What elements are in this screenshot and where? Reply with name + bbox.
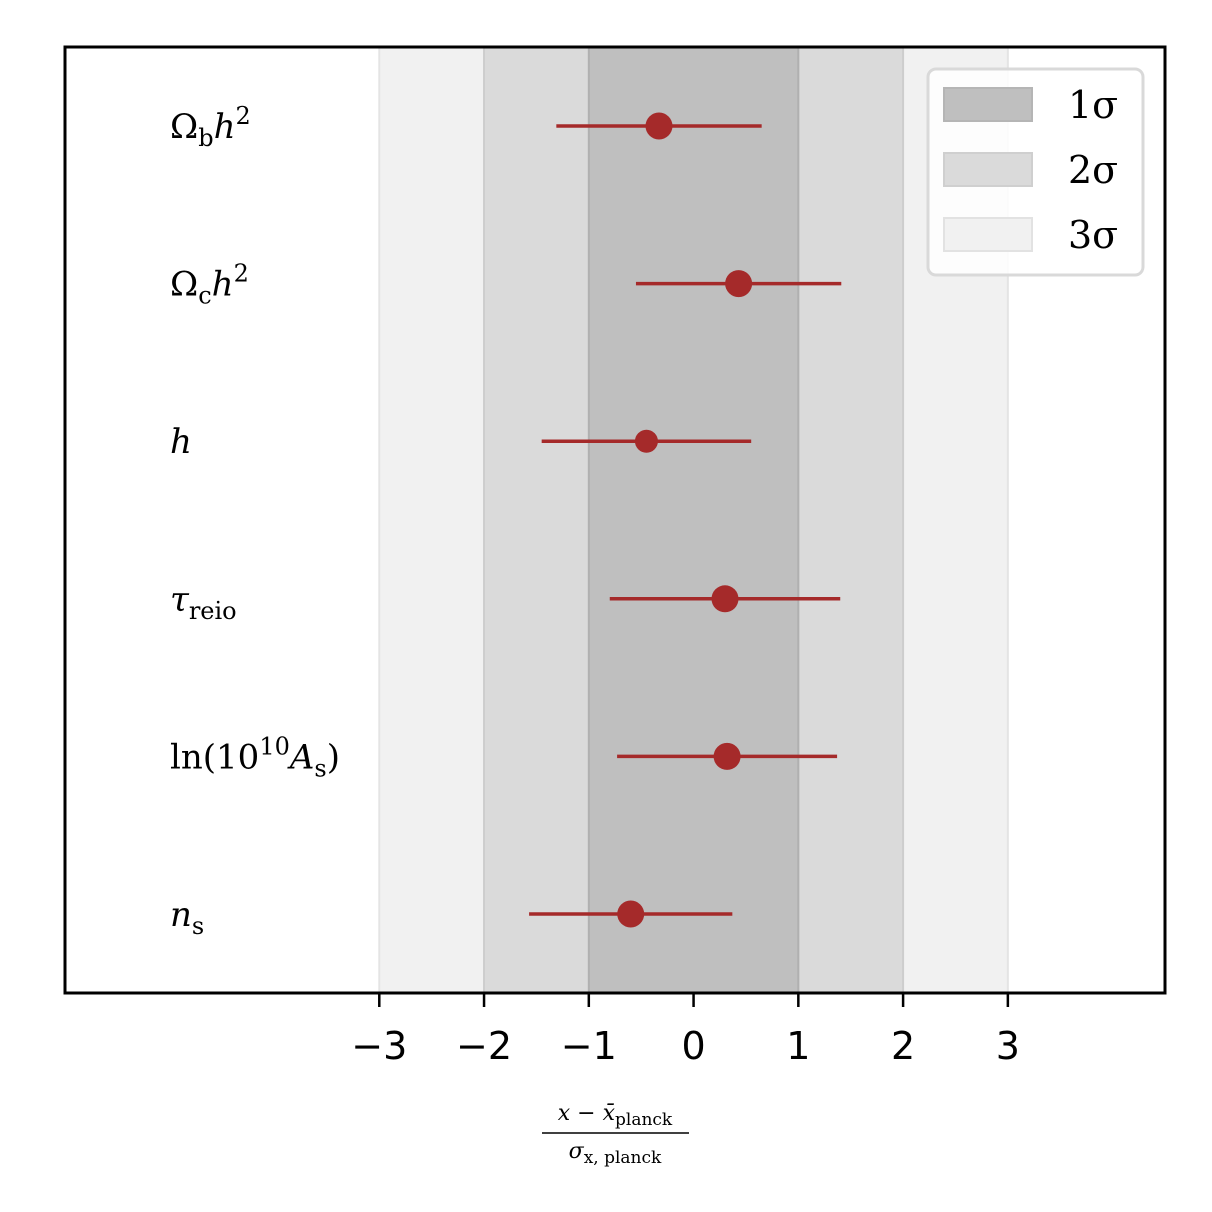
legend-swatch-2: [943, 152, 1033, 187]
legend-swatch-3: [943, 217, 1033, 252]
legend-label-2: 2σ: [1068, 148, 1118, 192]
x-tick-label-3: 0: [681, 1024, 705, 1068]
parameter-labels: Ωbh2 Ωch2 h τreio ln(1010As) ns: [170, 102, 340, 940]
x-tick-label-5: 2: [891, 1024, 915, 1068]
x-axis-ticks: −3 −2 −1 0 1 2 3: [351, 993, 1020, 1068]
x-tick-label-0: −3: [351, 1024, 407, 1068]
param-label-3: τreio: [170, 580, 237, 625]
data-point-5: [617, 900, 645, 928]
param-label-5: ns: [170, 895, 204, 940]
legend-swatch-1: [943, 87, 1033, 122]
param-label-1: Ωch2: [170, 260, 249, 310]
legend-label-3: 3σ: [1068, 213, 1118, 257]
band-3: [588, 47, 799, 993]
data-point-2: [634, 429, 658, 453]
data-points: [529, 112, 842, 928]
data-point-3: [711, 585, 739, 613]
legend-label-1: 1σ: [1068, 83, 1118, 127]
data-point-0: [645, 112, 673, 140]
x-tick-label-1: −2: [456, 1024, 512, 1068]
plot-frame: [63, 45, 1167, 995]
x-tick-label-2: −1: [561, 1024, 617, 1068]
param-label-0: Ωbh2: [170, 102, 251, 152]
data-point-1: [725, 270, 753, 298]
legend: 1σ 2σ 3σ: [926, 67, 1145, 277]
param-label-2: h: [170, 422, 192, 462]
param-label-4: ln(1010As): [170, 732, 340, 782]
x-axis-label-denominator: σx, planck: [569, 1139, 662, 1168]
x-axis-label-numerator: x − x̄planck: [558, 1101, 673, 1130]
x-axis-label: x − x̄planck σx, planck: [542, 1101, 689, 1168]
x-tick-label-6: 3: [996, 1024, 1020, 1068]
x-tick-label-4: 1: [786, 1024, 810, 1068]
sigma-bands: [378, 47, 1009, 993]
data-point-4: [713, 742, 741, 770]
